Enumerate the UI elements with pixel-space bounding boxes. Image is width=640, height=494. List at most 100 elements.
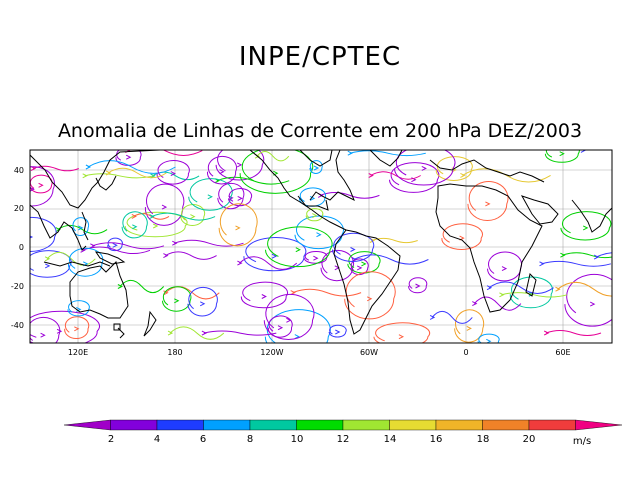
coast-gulf-mexico — [297, 195, 329, 211]
streamline — [509, 276, 553, 309]
streamline-arrow — [237, 195, 243, 201]
streamline-arrow — [105, 170, 112, 176]
streamline-arrow — [593, 254, 600, 260]
coast-indonesia — [43, 261, 111, 267]
lat-tick: -20 — [11, 282, 24, 291]
streamline — [30, 166, 55, 207]
streamline-arrow — [543, 330, 550, 336]
lat-axis: 40 20 0 -20 -40 — [11, 166, 24, 330]
streamline-arrow — [112, 242, 118, 248]
streamline — [454, 309, 485, 343]
streamline-arrow — [149, 214, 155, 220]
streamline-arrow — [277, 325, 284, 331]
lat-tick: 40 — [14, 166, 24, 175]
lon-tick: 60E — [555, 348, 570, 357]
streamline — [328, 324, 347, 338]
streamline-arrow — [486, 285, 493, 291]
colorbar-label: 12 — [337, 434, 350, 445]
streamline — [487, 251, 523, 282]
lat-tick: 0 — [19, 243, 24, 252]
streamline — [228, 188, 253, 207]
streamline-arrow — [294, 334, 300, 340]
streamline-arrow — [347, 150, 353, 156]
streamline-arrow — [415, 283, 421, 289]
colorbar-label: 2 — [108, 434, 114, 445]
streamline — [408, 277, 428, 294]
streamline — [218, 203, 258, 247]
lon-tick: 60W — [360, 348, 378, 357]
streamline-arrow — [316, 232, 322, 238]
coast-africa — [435, 183, 543, 313]
streamline — [265, 226, 333, 268]
streamline-arrow — [170, 171, 176, 177]
coast-europe — [429, 159, 545, 183]
streamline — [562, 252, 612, 259]
streamline-arrow — [460, 172, 466, 178]
streamline-arrow — [40, 332, 46, 338]
streamline — [256, 151, 290, 162]
streamline — [187, 286, 218, 317]
streamline-arrow — [78, 225, 84, 231]
colorbar-segment — [110, 419, 158, 431]
streamline — [30, 250, 72, 278]
streamline — [206, 155, 237, 185]
map-title: Anomalia de Linhas de Corrente em 200 hP… — [57, 120, 583, 142]
streamline — [72, 217, 90, 236]
streamline-arrow — [125, 154, 132, 160]
streamline — [344, 271, 396, 320]
streamline — [46, 251, 96, 266]
streamline — [541, 260, 612, 267]
streamline — [30, 316, 61, 343]
coast-india-west — [571, 199, 612, 233]
streamline-arrow — [366, 296, 373, 302]
streamline-arrow — [56, 328, 63, 334]
page-title: INPE/CPTEC — [238, 42, 402, 72]
streamline-arrow — [356, 265, 363, 271]
streamline — [477, 333, 500, 343]
lon-tick: 120E — [68, 348, 88, 357]
colorbar-label: 14 — [384, 434, 397, 445]
streamline-arrow — [44, 263, 51, 269]
streamline-arrow — [117, 284, 124, 289]
streamline-arrow — [429, 314, 436, 320]
streamline — [239, 150, 314, 194]
streamline-arrow — [295, 247, 301, 253]
streamline-arrow — [38, 182, 44, 188]
streamline — [144, 183, 185, 226]
streamline — [564, 273, 612, 327]
colorbar-segment — [482, 419, 530, 431]
streamline-arrow — [335, 329, 341, 335]
colorbar-segment — [575, 419, 623, 431]
streamline — [203, 330, 277, 336]
streamline — [82, 246, 151, 255]
streamline — [353, 254, 429, 265]
colorbar: 2 4 6 8 10 12 14 16 18 20 m/s — [63, 419, 623, 447]
streamline — [30, 217, 57, 252]
streamline — [320, 192, 380, 199]
streamline — [151, 212, 216, 221]
coastlines — [30, 150, 612, 339]
streamline-arrow — [219, 169, 225, 175]
streamline-arrow — [350, 247, 356, 252]
streamline-arrow — [361, 261, 367, 267]
streamline-arrow — [312, 213, 318, 219]
streamline — [239, 256, 298, 270]
colorbar-label: 8 — [247, 434, 253, 445]
streamline-arrow — [207, 194, 213, 200]
streamline — [169, 326, 225, 340]
streamline — [546, 330, 602, 336]
streamline — [165, 251, 217, 260]
coast-antarctic-islands — [117, 327, 125, 339]
streamlines — [30, 150, 612, 343]
streamline — [216, 176, 290, 185]
map-frame — [29, 149, 613, 344]
streamline-arrow — [421, 165, 427, 171]
streamline — [124, 211, 188, 238]
streamline-arrow — [398, 334, 405, 340]
coast-south-america — [333, 229, 401, 335]
streamline-arrow — [85, 164, 92, 170]
streamline-arrow — [152, 223, 159, 229]
streamline-arrow — [163, 290, 169, 296]
lon-tick: 180 — [167, 348, 182, 357]
